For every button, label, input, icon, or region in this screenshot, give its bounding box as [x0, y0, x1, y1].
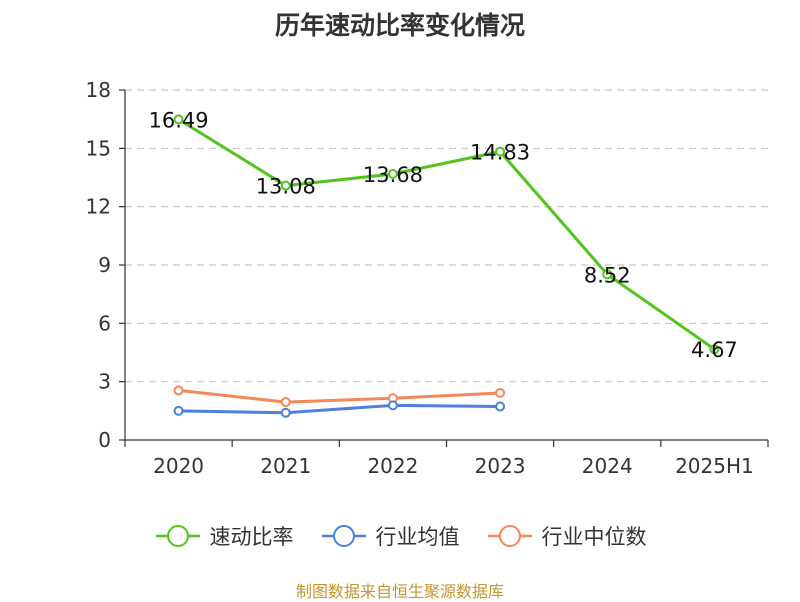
x-tick-label: 2020 — [153, 454, 204, 478]
legend-label-industry-median: 行业中位数 — [541, 525, 647, 549]
data-labels: 16.49 13.08 13.68 14.83 8.52 4.67 — [149, 108, 738, 362]
data-point-industry-median — [495, 387, 506, 398]
data-point-speed-ratio — [173, 114, 184, 125]
y-tick-label: 3 — [98, 370, 111, 394]
y-tick-label: 6 — [98, 311, 111, 335]
data-point-speed-ratio — [602, 269, 613, 280]
chart-title: 历年速动比率变化情况 — [274, 11, 525, 40]
data-point-industry-median — [173, 385, 184, 396]
x-tick-label: 2022 — [367, 454, 418, 478]
series-line-industry-median — [178, 388, 501, 404]
grid-lines — [125, 89, 768, 383]
legend: 速动比率 行业均值 行业中位数 — [0, 518, 800, 554]
data-label: 4.67 — [691, 338, 738, 362]
data-point-industry-avg — [280, 407, 291, 418]
x-tick-label: 2024 — [582, 454, 633, 478]
data-label: 14.83 — [470, 141, 530, 165]
series-line-industry-avg — [178, 403, 501, 415]
data-point-speed-ratio — [495, 146, 506, 157]
axes: 0 3 6 9 12 15 18 2020 2021 2022 2023 2024 2025H1 — [86, 78, 769, 478]
legend-marker-industry-median — [487, 525, 532, 547]
data-point-industry-avg — [387, 400, 398, 411]
series-line-speed-ratio — [177, 118, 716, 351]
data-point-speed-ratio — [387, 169, 398, 179]
y-tick-label: 0 — [98, 428, 111, 452]
data-point-speed-ratio — [280, 180, 291, 191]
legend-marker-industry-avg — [321, 525, 366, 547]
data-label: 13.08 — [256, 175, 316, 199]
y-tick-label: 18 — [86, 78, 111, 102]
data-label: 8.52 — [584, 263, 631, 287]
legend-item-speed-ratio[interactable]: 速动比率 — [154, 521, 294, 551]
x-tick-label: 2025H1 — [675, 454, 754, 478]
data-point-industry-avg — [173, 405, 184, 416]
legend-item-industry-median[interactable]: 行业中位数 — [486, 521, 647, 551]
legend-item-industry-avg[interactable]: 行业均值 — [320, 521, 460, 551]
y-tick-label: 12 — [86, 195, 111, 219]
legend-label-industry-avg: 行业均值 — [375, 525, 460, 549]
data-label: 13.68 — [363, 163, 423, 187]
data-label: 16.49 — [149, 108, 209, 132]
data-point-speed-ratio — [709, 344, 720, 355]
source-note: 制图数据来自恒生聚源数据库 — [295, 582, 504, 601]
data-point-industry-avg — [495, 401, 506, 412]
legend-label-speed-ratio: 速动比率 — [209, 525, 294, 549]
series-lines — [173, 114, 720, 418]
y-tick-label: 15 — [86, 136, 111, 160]
x-tick-label: 2023 — [475, 454, 526, 478]
x-tick-label: 2021 — [260, 454, 311, 478]
y-tick-label: 9 — [98, 253, 111, 277]
data-point-industry-median — [280, 397, 291, 408]
legend-marker-speed-ratio — [155, 525, 200, 547]
